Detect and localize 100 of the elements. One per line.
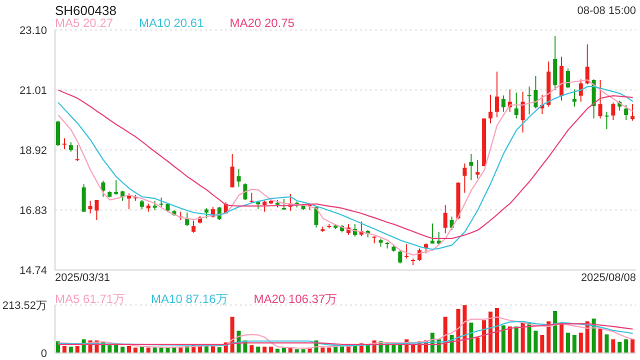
text: MA20 106.37万 xyxy=(254,291,338,308)
text: 2025/08/08 xyxy=(580,272,636,284)
bar xyxy=(501,325,506,353)
candlestick xyxy=(598,79,602,119)
text: MA5 20.27 xyxy=(55,16,114,30)
candlestick xyxy=(114,180,118,196)
text: 08-08 15:00 xyxy=(577,5,636,17)
text: MA5 61.71万 xyxy=(55,291,126,308)
bar xyxy=(108,345,112,353)
candlestick xyxy=(404,244,409,260)
candlestick xyxy=(262,200,267,212)
candlestick xyxy=(94,199,99,221)
bar xyxy=(256,346,260,353)
bar xyxy=(146,348,150,353)
candlestick xyxy=(230,154,234,188)
candlestick xyxy=(443,204,448,234)
bar xyxy=(217,347,222,353)
bar xyxy=(566,332,570,353)
bar xyxy=(482,320,486,353)
bar xyxy=(540,335,544,353)
bar xyxy=(68,346,73,353)
candlestick xyxy=(75,144,80,162)
candlestick xyxy=(585,44,590,85)
bar xyxy=(578,332,583,353)
bar xyxy=(301,349,306,353)
bar xyxy=(462,305,467,353)
bar xyxy=(560,323,564,353)
candlestick xyxy=(398,250,402,264)
candlestick xyxy=(68,142,73,152)
bar xyxy=(624,339,628,353)
candlestick xyxy=(514,92,518,119)
chart-title: SH600438 xyxy=(55,3,116,18)
y-tick-label: 18.92 xyxy=(19,144,47,157)
candlestick xyxy=(250,192,254,204)
bar xyxy=(598,328,602,353)
bar xyxy=(152,348,157,353)
bar xyxy=(546,321,551,353)
candlestick xyxy=(624,104,628,121)
candlestick xyxy=(604,111,609,130)
bar xyxy=(494,308,499,353)
candlestick xyxy=(192,220,196,234)
y-tick-label: 21.01 xyxy=(19,84,47,97)
candlestick xyxy=(572,88,576,108)
bar xyxy=(178,348,183,353)
text: MA10 87.16万 xyxy=(151,291,228,308)
bar xyxy=(120,346,125,353)
y-tick-label: 14.74 xyxy=(19,264,47,277)
candlestick xyxy=(462,162,467,194)
bar xyxy=(604,334,609,353)
candlestick xyxy=(88,200,92,214)
bar xyxy=(611,339,616,353)
bar xyxy=(294,349,299,353)
candlestick xyxy=(56,120,60,146)
candlestick xyxy=(159,197,164,208)
candlestick xyxy=(527,86,532,115)
candlestick xyxy=(204,208,208,219)
bar xyxy=(262,346,267,353)
bar xyxy=(127,346,132,353)
text: MA20 20.75 xyxy=(230,16,294,30)
bar xyxy=(75,346,80,353)
bar xyxy=(275,348,280,353)
bar xyxy=(133,348,138,353)
bar xyxy=(340,346,344,353)
candlestick xyxy=(566,68,570,89)
y-tick-label: 23.10 xyxy=(19,24,47,37)
candlestick xyxy=(534,75,538,109)
candlestick xyxy=(520,91,525,133)
candlestick xyxy=(611,102,616,121)
bar xyxy=(618,342,622,353)
candlestick xyxy=(243,182,248,200)
candlestick xyxy=(372,236,376,244)
text: 2025/03/31 xyxy=(55,272,110,284)
candlestick xyxy=(488,94,493,124)
candlestick xyxy=(476,160,480,179)
y-tick-label: 0 xyxy=(40,348,47,360)
candlestick xyxy=(501,94,506,112)
text: MA10 20.61 xyxy=(139,16,204,30)
candlestick xyxy=(101,180,106,198)
bar xyxy=(534,330,538,353)
candlestick xyxy=(436,231,441,246)
bar xyxy=(488,312,493,353)
bar xyxy=(250,345,254,353)
bar xyxy=(630,339,635,353)
candlestick xyxy=(282,198,286,210)
bar xyxy=(553,310,558,353)
candlestick xyxy=(236,168,241,188)
candlestick xyxy=(430,222,434,244)
bar xyxy=(269,346,274,353)
candlestick xyxy=(469,154,474,181)
candlestick xyxy=(152,200,157,210)
candlestick xyxy=(62,138,66,150)
bar xyxy=(320,348,325,353)
bar xyxy=(508,326,512,353)
bar xyxy=(520,322,525,353)
candlestick xyxy=(630,104,635,122)
bar xyxy=(327,348,332,353)
line-series xyxy=(58,316,634,349)
bar xyxy=(392,344,396,353)
candlestick xyxy=(140,199,144,210)
candlestick xyxy=(494,71,499,118)
